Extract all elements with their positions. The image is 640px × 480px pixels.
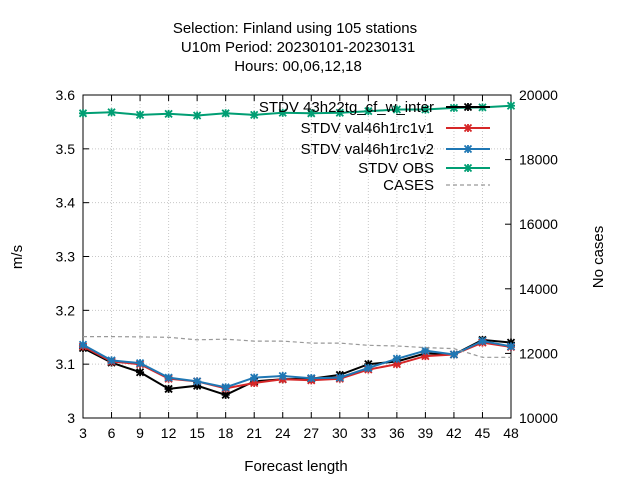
data-point (135, 368, 145, 377)
legend: STDV 43h22tg_cf_w_inter STDV val46h1rc1v1… (259, 99, 490, 194)
x-tick-label: 24 (275, 425, 291, 441)
legend-label: STDV 43h22tg_cf_w_inter (259, 99, 434, 116)
data-point (421, 351, 430, 361)
data-point (506, 101, 516, 110)
y2-tick-label: 18000 (519, 152, 558, 168)
x-tick-label: 45 (475, 425, 491, 441)
data-point (107, 356, 116, 365)
data-point (421, 346, 430, 355)
series-4 (83, 336, 511, 358)
grid (83, 95, 511, 418)
y-tick-label: 3 (67, 410, 75, 426)
x-tick-label: 21 (246, 425, 262, 441)
data-point (78, 109, 88, 118)
x-tick-label: 9 (136, 425, 144, 441)
data-point (478, 336, 487, 346)
x-tick-label: 33 (361, 425, 377, 441)
chart-title: Selection: Finland using 105 stations U1… (173, 20, 417, 75)
y-tick-label: 3.3 (56, 249, 76, 265)
data-point (164, 373, 173, 382)
series-line (82, 339, 512, 389)
data-point (164, 109, 173, 118)
y-tick-label: 3.2 (56, 302, 76, 318)
series-line (82, 341, 512, 390)
tick-labels: 3 6 9 12 15 18 21 24 27 30 33 36 39 42 45 4833.13.23.33… (56, 87, 559, 441)
series-line (82, 104, 512, 117)
y2-tick-label: 12000 (519, 345, 558, 361)
legend-label: STDV val46h1rc1v1 (301, 120, 434, 137)
data-point (449, 350, 459, 359)
y2-tick-label: 16000 (519, 216, 558, 232)
y-tick-label: 3.6 (56, 87, 76, 103)
title-line-3: Hours: 00,06,12,18 (234, 58, 362, 75)
data-point (506, 342, 516, 351)
data-point (192, 381, 202, 390)
x-tick-label: 3 (79, 425, 87, 441)
data-point (335, 108, 344, 117)
x-tick-label: 6 (108, 425, 116, 441)
data-point (250, 110, 259, 120)
series-line (83, 336, 511, 358)
data-point (164, 384, 173, 394)
y-tick-label: 3.5 (56, 141, 76, 157)
x-axis-label: Forecast length (244, 458, 347, 475)
x-tick-label: 27 (303, 425, 319, 441)
series-group (78, 101, 516, 399)
data-point (78, 340, 88, 349)
legend-marker (463, 163, 473, 173)
title-line-2: U10m Period: 20230101-20230131 (181, 39, 415, 56)
data-point (278, 108, 287, 117)
axis-ticks (82, 94, 512, 419)
y2-tick-label: 14000 (519, 281, 558, 297)
x-tick-label: 18 (218, 425, 234, 441)
data-point (221, 390, 230, 399)
data-point (307, 109, 316, 118)
legend-marker (463, 102, 473, 112)
data-point (278, 371, 287, 381)
data-point (364, 363, 373, 373)
y2-tick-label: 20000 (519, 87, 558, 103)
y-axis-label: m/s (9, 245, 26, 269)
y-tick-label: 3.4 (56, 195, 76, 211)
data-point (421, 105, 430, 114)
data-point (192, 377, 202, 386)
x-tick-label: 12 (161, 425, 177, 441)
legend-label: STDV val46h1rc1v2 (301, 141, 434, 158)
y-tick-label: 3.1 (56, 356, 76, 372)
data-point (250, 373, 259, 382)
legend-marker (463, 123, 473, 133)
legend-label: CASES (383, 177, 434, 194)
x-tick-label: 15 (189, 425, 205, 441)
title-line-1: Selection: Finland using 105 stations (173, 20, 417, 37)
y2-axis-label: No cases (590, 226, 607, 289)
data-point (364, 107, 373, 116)
data-point (135, 358, 145, 368)
data-point (221, 109, 230, 118)
y2-tick-label: 10000 (519, 410, 558, 426)
data-point (392, 354, 402, 363)
x-tick-label: 39 (418, 425, 434, 441)
legend-marker (463, 144, 473, 154)
data-point (250, 378, 259, 388)
legend-label: STDV OBS (358, 160, 434, 177)
data-point (135, 110, 145, 120)
x-tick-label: 30 (332, 425, 348, 441)
x-tick-label: 36 (389, 425, 405, 441)
series-2 (78, 336, 516, 392)
data-point (107, 108, 116, 117)
data-point (392, 360, 402, 369)
data-point (221, 383, 230, 392)
data-point (392, 105, 402, 114)
data-point (307, 374, 316, 383)
x-tick-label: 48 (503, 425, 519, 441)
data-point (192, 111, 202, 120)
x-tick-label: 42 (446, 425, 462, 441)
data-point (335, 373, 344, 382)
